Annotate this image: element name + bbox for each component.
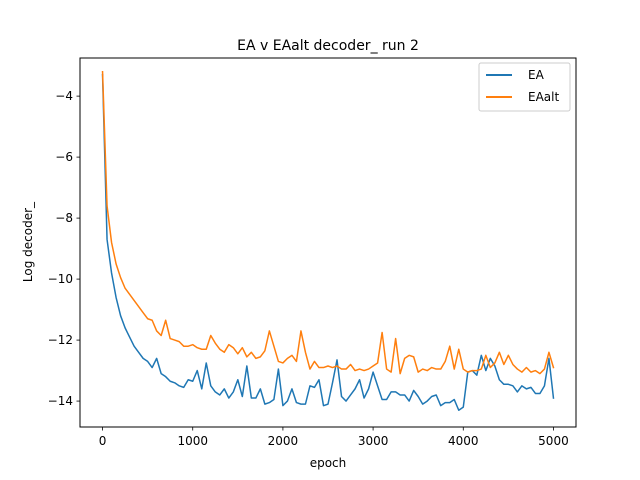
x-tick-label: 5000	[538, 434, 569, 448]
x-tick-label: 3000	[358, 434, 389, 448]
y-tick-label: −4	[55, 89, 73, 103]
x-tick-label: 2000	[268, 434, 299, 448]
chart-title: EA v EAalt decoder_ run 2	[237, 38, 419, 54]
y-tick-label: −8	[55, 211, 73, 225]
y-tick-label: −12	[48, 333, 73, 347]
series-line-eaalt	[101, 70, 555, 375]
legend-label-ea: EA	[528, 68, 545, 82]
y-axis-ticks: −14 −12 −10 −8 −6 −4	[48, 89, 80, 408]
legend: EA EAalt	[478, 62, 571, 112]
x-tick-label: 0	[99, 434, 107, 448]
plot-area-frame	[79, 57, 577, 428]
y-tick-label: −6	[55, 150, 73, 164]
plot-lines	[101, 70, 555, 411]
x-axis-label: epoch	[310, 456, 347, 470]
x-tick-label: 1000	[177, 434, 208, 448]
y-tick-label: −14	[48, 394, 73, 408]
y-tick-label: −10	[48, 272, 73, 286]
x-tick-label: 4000	[448, 434, 479, 448]
legend-label-eaalt: EAalt	[528, 90, 559, 104]
x-axis-ticks: 0 1000 2000 3000 4000 5000	[99, 427, 569, 448]
y-axis-label: Log decoder_	[21, 201, 35, 282]
series-line-ea	[101, 73, 555, 411]
